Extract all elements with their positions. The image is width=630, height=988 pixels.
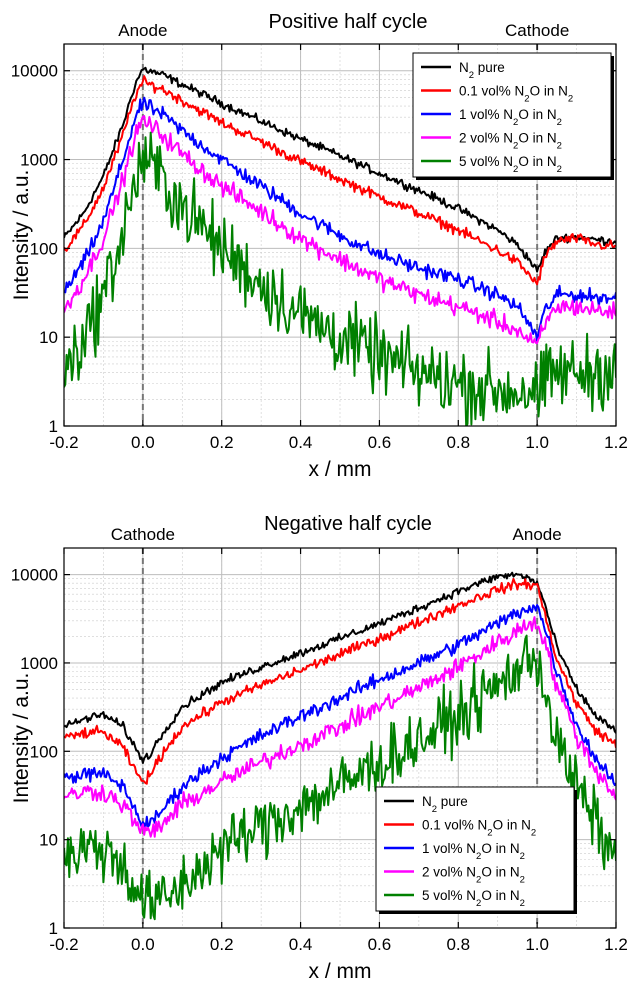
chart-title: Positive half cycle: [269, 11, 428, 33]
x-tick-label: 0.8: [446, 433, 470, 452]
y-axis-title: Intensity / a.u.: [10, 170, 33, 301]
electrode-label: Anode: [118, 21, 167, 40]
series-line: [64, 115, 616, 345]
legend-label: 2 vol% N2O in N2: [459, 131, 562, 152]
chart-title: Negative half cycle: [264, 513, 432, 535]
legend: N2 pure 0.1 vol% N2O in N21 vol% N2O in N…: [375, 786, 577, 914]
legend-label: 0.1 vol% N2O in N2: [422, 818, 536, 839]
x-tick-label: 1.0: [525, 935, 549, 954]
series-line: [64, 66, 616, 273]
series-line: [64, 616, 616, 838]
y-tick-label: 1: [49, 417, 58, 436]
series-line: [64, 96, 616, 343]
plot-frame: [63, 43, 617, 427]
x-tick-label: 1.2: [604, 935, 628, 954]
y-tick-label: 10000: [11, 566, 58, 585]
x-tick-label: 0.6: [368, 433, 392, 452]
x-tick-label: 0.2: [210, 935, 234, 954]
y-tick-label: 1000: [20, 151, 58, 170]
legend: N2 pure 0.1 vol% N2O in N21 vol% N2O in N…: [412, 52, 614, 180]
chart-panel-2: Cathode Anode -0.2 0.0 0.2 0.4 0.6 0.8 1.0 1.2 1 10…: [10, 513, 628, 983]
chart-panel-1: Anode Cathode -0.2 0.0 0.2 0.4 0.6 0.8 1.0 1.2 1 10…: [10, 11, 628, 481]
x-tick-label: 0.4: [289, 935, 313, 954]
legend-label: 5 vol% N2O in N2: [459, 154, 562, 175]
y-axis-title: Intensity / a.u.: [10, 673, 33, 804]
x-tick-label: 0.4: [289, 433, 313, 452]
series-group: [64, 571, 616, 921]
series-line: [64, 634, 616, 921]
series-line: [64, 577, 616, 785]
series-line: [64, 131, 616, 426]
y-tick-label: 100: [30, 239, 58, 258]
plot-frame: [63, 547, 617, 929]
ticks: [63, 548, 617, 929]
electrode-label: Anode: [513, 525, 562, 544]
series-line: [64, 75, 616, 286]
series-line: [64, 604, 616, 830]
ticks: [63, 44, 617, 427]
x-tick-label: 1.0: [525, 433, 549, 452]
y-tick-label: 1000: [20, 654, 58, 673]
series-group: [64, 66, 616, 426]
legend-label: 2 vol% N2O in N2: [422, 865, 525, 886]
y-tick-label: 1: [49, 919, 58, 938]
legend-label: 1 vol% N2O in N2: [422, 841, 525, 862]
y-tick-label: 10: [39, 831, 58, 850]
x-tick-label: 0.0: [131, 935, 155, 954]
x-tick-label: 0.8: [446, 935, 470, 954]
legend-label: 1 vol% N2O in N2: [459, 107, 562, 128]
x-tick-label: 0.6: [368, 935, 392, 954]
legend-label: N2 pure: [459, 60, 505, 81]
x-axis-title: x / mm: [309, 458, 372, 481]
x-tick-label: 0.2: [210, 433, 234, 452]
legend-label: 5 vol% N2O in N2: [422, 888, 525, 909]
x-tick-label: -0.2: [49, 935, 78, 954]
x-axis-title: x / mm: [309, 960, 372, 983]
legend-label: 0.1 vol% N2O in N2: [459, 84, 573, 105]
y-tick-label: 10: [39, 328, 58, 347]
x-tick-label: -0.2: [49, 433, 78, 452]
series-line: [64, 571, 616, 764]
legend-label: N2 pure: [422, 794, 468, 815]
x-tick-label: 1.2: [604, 433, 628, 452]
y-tick-label: 10000: [11, 62, 58, 81]
y-tick-label: 100: [30, 742, 58, 761]
electrode-label: Cathode: [505, 21, 569, 40]
x-tick-label: 0.0: [131, 433, 155, 452]
electrode-label: Cathode: [111, 525, 175, 544]
